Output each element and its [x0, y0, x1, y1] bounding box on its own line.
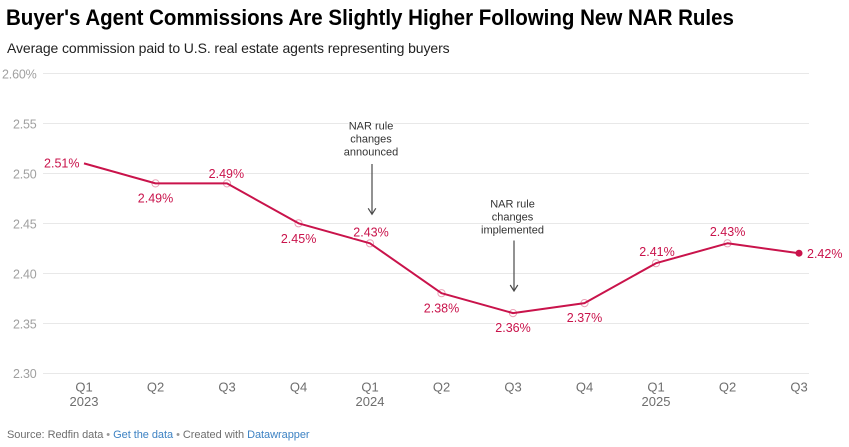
svg-text:2.41%: 2.41%: [639, 245, 674, 259]
svg-text:NAR rule: NAR rule: [349, 121, 394, 133]
svg-text:Q1: Q1: [647, 380, 664, 395]
svg-text:2.45%: 2.45%: [281, 232, 316, 246]
svg-text:2.43%: 2.43%: [353, 226, 388, 240]
svg-text:2024: 2024: [356, 394, 385, 409]
svg-text:changes: changes: [492, 212, 534, 224]
svg-text:2.51%: 2.51%: [44, 157, 79, 171]
svg-text:2025: 2025: [642, 394, 671, 409]
svg-text:changes: changes: [350, 134, 392, 146]
svg-text:2.40: 2.40: [13, 268, 37, 282]
svg-text:Q2: Q2: [433, 380, 450, 395]
svg-text:announced: announced: [344, 147, 398, 159]
svg-text:Q2: Q2: [719, 380, 736, 395]
svg-text:2.50: 2.50: [13, 168, 37, 182]
svg-text:Q3: Q3: [504, 380, 521, 395]
svg-text:Q4: Q4: [576, 380, 593, 395]
svg-text:Q3: Q3: [790, 380, 807, 395]
svg-text:2.30: 2.30: [13, 367, 37, 381]
svg-text:2.45: 2.45: [13, 218, 37, 232]
svg-text:NAR rule: NAR rule: [490, 199, 535, 211]
svg-text:2023: 2023: [70, 394, 99, 409]
svg-text:Q3: Q3: [218, 380, 235, 395]
svg-text:2.60%: 2.60%: [2, 68, 37, 82]
svg-text:Q1: Q1: [75, 380, 92, 395]
svg-text:2.55: 2.55: [13, 118, 37, 132]
svg-text:implemented: implemented: [481, 225, 544, 237]
svg-text:Q1: Q1: [361, 380, 378, 395]
svg-text:2.49%: 2.49%: [209, 167, 244, 181]
svg-text:2.37%: 2.37%: [567, 311, 602, 325]
svg-text:2.38%: 2.38%: [424, 301, 459, 315]
svg-text:Q2: Q2: [147, 380, 164, 395]
svg-text:2.43%: 2.43%: [710, 225, 745, 239]
svg-text:2.36%: 2.36%: [495, 321, 530, 335]
svg-text:2.35: 2.35: [13, 318, 37, 332]
svg-text:Q4: Q4: [290, 380, 307, 395]
svg-text:2.42%: 2.42%: [807, 247, 842, 261]
svg-text:2.49%: 2.49%: [138, 192, 173, 206]
